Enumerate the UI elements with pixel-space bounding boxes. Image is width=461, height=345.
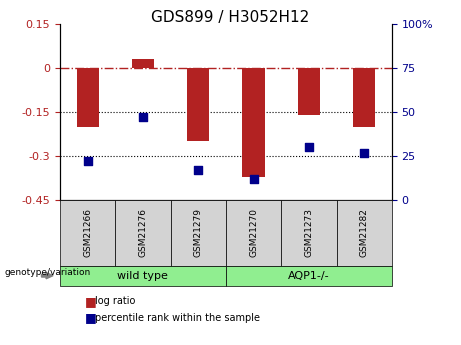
Point xyxy=(84,159,91,164)
Point xyxy=(195,167,202,173)
Text: genotype/variation: genotype/variation xyxy=(5,268,91,277)
Bar xyxy=(353,68,375,127)
Bar xyxy=(77,68,99,127)
Bar xyxy=(132,59,154,68)
Text: AQP1-/-: AQP1-/- xyxy=(288,271,330,280)
Text: GSM21270: GSM21270 xyxy=(249,208,258,257)
Text: log ratio: log ratio xyxy=(95,296,135,306)
Text: GSM21279: GSM21279 xyxy=(194,208,203,257)
Text: GDS899 / H3052H12: GDS899 / H3052H12 xyxy=(151,10,310,25)
Text: ■: ■ xyxy=(85,311,97,324)
Text: ■: ■ xyxy=(85,295,97,308)
Point xyxy=(305,145,313,150)
Point xyxy=(361,150,368,155)
Text: GSM21276: GSM21276 xyxy=(138,208,148,257)
Point xyxy=(139,115,147,120)
Text: GSM21266: GSM21266 xyxy=(83,208,92,257)
Text: wild type: wild type xyxy=(118,271,168,280)
Bar xyxy=(242,68,265,177)
Point xyxy=(250,176,257,182)
Bar xyxy=(298,68,320,115)
Text: GSM21282: GSM21282 xyxy=(360,208,369,257)
Bar xyxy=(187,68,209,141)
Text: GSM21273: GSM21273 xyxy=(304,208,313,257)
Text: percentile rank within the sample: percentile rank within the sample xyxy=(95,313,260,323)
